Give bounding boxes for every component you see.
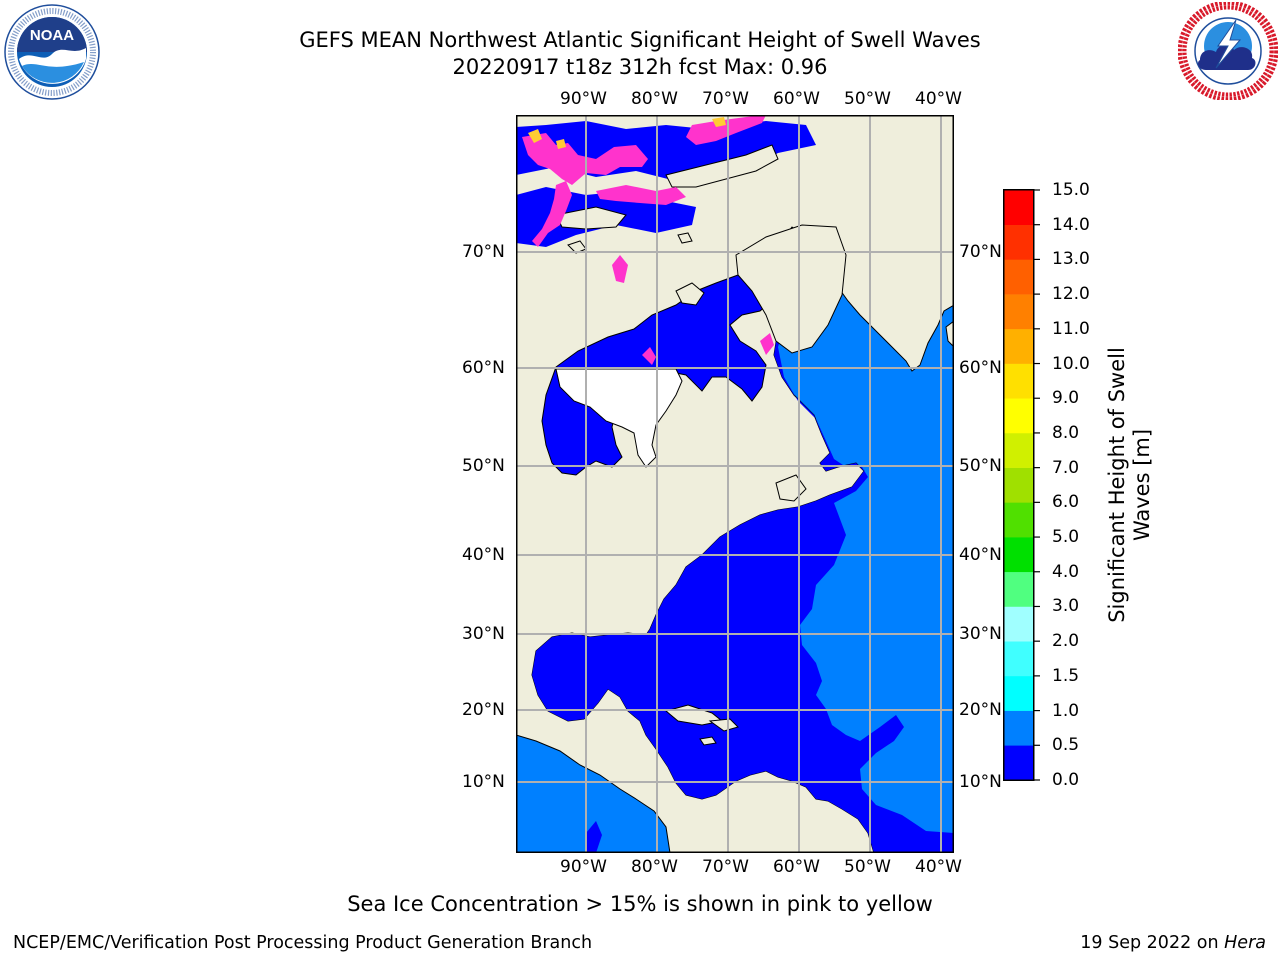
colorbar-tick-label: 7.0 bbox=[1052, 457, 1080, 478]
lat-label-left: 10°N bbox=[462, 772, 505, 792]
colorbar-segment bbox=[1003, 328, 1034, 364]
lat-label-left: 40°N bbox=[462, 545, 505, 565]
svg-text:NOAA: NOAA bbox=[30, 27, 74, 44]
colorbar-tick-label: 11.0 bbox=[1052, 318, 1090, 339]
lat-label-right: 70°N bbox=[959, 242, 1002, 262]
lon-label-top: 60°W bbox=[773, 89, 820, 109]
lon-label-top: 90°W bbox=[560, 89, 607, 109]
nws-logo bbox=[1178, 2, 1278, 100]
lon-label-top: 40°W bbox=[915, 89, 962, 109]
colorbar-segment bbox=[1003, 363, 1034, 399]
sea-ice-caption: Sea Ice Concentration > 15% is shown in … bbox=[347, 892, 933, 916]
colorbar-tick-label: 1.0 bbox=[1052, 700, 1080, 721]
colorbar-label-line1: Significant Height of Swell bbox=[1105, 347, 1129, 623]
footer-timestamp: 19 Sep 2022 on Hera bbox=[1080, 932, 1266, 954]
colorbar-segment bbox=[1003, 467, 1034, 503]
swell-height-map bbox=[516, 115, 954, 853]
map-frame bbox=[516, 115, 954, 853]
lon-label-bottom: 90°W bbox=[560, 857, 607, 877]
colorbar-segment bbox=[1003, 259, 1034, 295]
lat-label-right: 10°N bbox=[959, 772, 1002, 792]
map-subtitle: 20220917 t18z 312h fcst Max: 0.96 bbox=[452, 55, 828, 79]
footer-date: 19 Sep 2022 on bbox=[1080, 933, 1225, 953]
colorbar-tick-label: 1.5 bbox=[1052, 665, 1080, 686]
lon-label-bottom: 50°W bbox=[844, 857, 891, 877]
colorbar-tick-label: 15.0 bbox=[1052, 180, 1090, 200]
pacific-ocean bbox=[516, 734, 671, 853]
colorbar-segment bbox=[1003, 502, 1034, 538]
lon-label-top: 80°W bbox=[631, 89, 678, 109]
colorbar-tick-label: 13.0 bbox=[1052, 249, 1090, 270]
lat-label-right: 50°N bbox=[959, 456, 1002, 476]
lon-label-top: 50°W bbox=[844, 89, 891, 109]
colorbar-segment bbox=[1003, 571, 1034, 607]
noaa-logo: NOAA bbox=[4, 4, 100, 100]
colorbar-tick-label: 0.0 bbox=[1052, 770, 1080, 790]
colorbar-tick-label: 4.0 bbox=[1052, 561, 1080, 582]
colorbar-frame bbox=[1003, 189, 1035, 781]
colorbar-tick-label: 0.5 bbox=[1052, 735, 1080, 756]
colorbar-segment bbox=[1003, 190, 1034, 226]
colorbar-segment bbox=[1003, 606, 1034, 642]
lat-label-left: 30°N bbox=[462, 624, 505, 644]
lon-label-bottom: 70°W bbox=[702, 857, 749, 877]
colorbar-tick-label: 10.0 bbox=[1052, 353, 1090, 374]
lat-label-right: 20°N bbox=[959, 700, 1002, 720]
colorbar-label-line2: Waves [m] bbox=[1130, 428, 1154, 542]
colorbar-tick-label: 5.0 bbox=[1052, 527, 1080, 548]
colorbar-tick-label: 9.0 bbox=[1052, 388, 1080, 409]
colorbar-segment bbox=[1003, 224, 1034, 260]
low-swell-zone bbox=[532, 235, 954, 853]
colorbar-tick-label: 8.0 bbox=[1052, 422, 1080, 443]
sea-ice bbox=[522, 115, 774, 365]
colorbar-segment bbox=[1003, 294, 1034, 330]
colorbar-segment bbox=[1003, 745, 1034, 781]
lat-label-left: 60°N bbox=[462, 358, 505, 378]
lat-label-left: 50°N bbox=[462, 456, 505, 476]
colorbar-segment bbox=[1003, 641, 1034, 677]
colorbar-segment bbox=[1003, 675, 1034, 711]
lon-label-bottom: 60°W bbox=[773, 857, 820, 877]
graticule bbox=[516, 115, 954, 853]
lat-label-right: 40°N bbox=[959, 545, 1002, 565]
lon-label-bottom: 80°W bbox=[631, 857, 678, 877]
colorbar-tick-label: 6.0 bbox=[1052, 492, 1080, 513]
colorbar-label: Significant Height of Swell Waves [m] bbox=[1105, 347, 1155, 623]
colorbar bbox=[1003, 189, 1040, 781]
footer-credit: NCEP/EMC/Verification Post Processing Pr… bbox=[13, 933, 593, 953]
lat-label-left: 70°N bbox=[462, 242, 505, 262]
lon-label-bottom: 40°W bbox=[915, 857, 962, 877]
map-title: GEFS MEAN Northwest Atlantic Significant… bbox=[299, 28, 981, 52]
colorbar-tick-label: 14.0 bbox=[1052, 214, 1090, 235]
colorbar-segment bbox=[1003, 398, 1034, 434]
lon-label-top: 70°W bbox=[702, 89, 749, 109]
lat-label-left: 20°N bbox=[462, 700, 505, 720]
greenland bbox=[735, 224, 847, 354]
colorbar-segment bbox=[1003, 432, 1034, 468]
colorbar-segment bbox=[1003, 537, 1034, 573]
lat-label-right: 30°N bbox=[959, 624, 1002, 644]
lat-label-right: 60°N bbox=[959, 358, 1002, 378]
colorbar-tick-label: 12.0 bbox=[1052, 284, 1090, 305]
colorbar-tick-label: 2.0 bbox=[1052, 631, 1080, 652]
colorbar-segment bbox=[1003, 710, 1034, 746]
colorbar-tick-label: 3.0 bbox=[1052, 596, 1080, 617]
footer-host: Hera bbox=[1224, 933, 1266, 953]
